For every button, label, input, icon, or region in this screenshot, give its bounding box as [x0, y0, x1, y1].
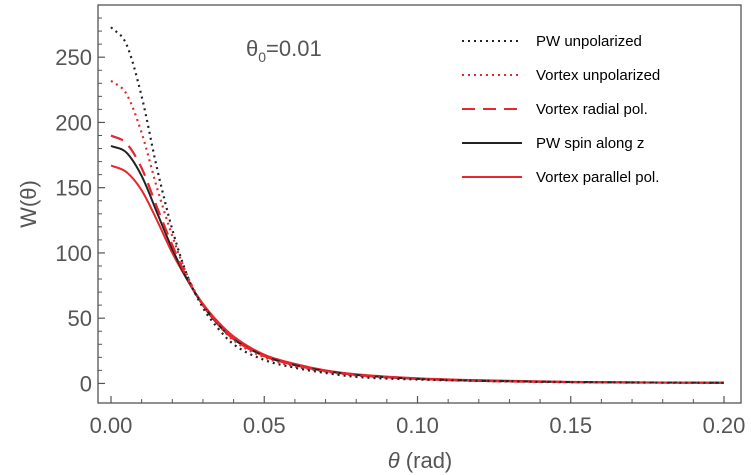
- series-line-vortex-radial-pol: [110, 134, 725, 384]
- legend-label: PW unpolarized: [536, 33, 642, 50]
- y-tick-label: 0: [80, 371, 92, 396]
- series-line-pw-unpolarized: [110, 26, 725, 384]
- y-tick-label: 150: [55, 176, 92, 201]
- x-tick-label: 0.20: [703, 413, 746, 438]
- series-layer: [110, 26, 725, 384]
- y-axis-title: W(θ): [16, 180, 41, 228]
- y-tick-label: 250: [55, 45, 92, 70]
- legend-label: Vortex parallel pol.: [536, 169, 659, 186]
- y-tick-label: 100: [55, 241, 92, 266]
- x-axis-title: θ (rad): [388, 448, 453, 473]
- axis-layer: 0.00 0.05 0.10 0.15 0.20 0 50 100 150 200 250: [55, 17, 746, 438]
- legend-label: Vortex unpolarized: [536, 67, 660, 84]
- legend: PW unpolarized Vortex unpolarized Vortex r…: [462, 33, 660, 186]
- y-tick-label: 50: [68, 306, 92, 331]
- x-tick-label: 0.10: [396, 413, 439, 438]
- x-tick-label: 0.00: [90, 413, 133, 438]
- theta0-annotation: θ0=0.01: [246, 36, 322, 65]
- legend-label: PW spin along z: [536, 135, 644, 152]
- x-tick-label: 0.05: [243, 413, 286, 438]
- y-tick-label: 200: [55, 110, 92, 135]
- legend-label: Vortex radial pol.: [536, 101, 648, 118]
- plot-frame: [97, 4, 742, 404]
- x-tick-label: 0.15: [549, 413, 592, 438]
